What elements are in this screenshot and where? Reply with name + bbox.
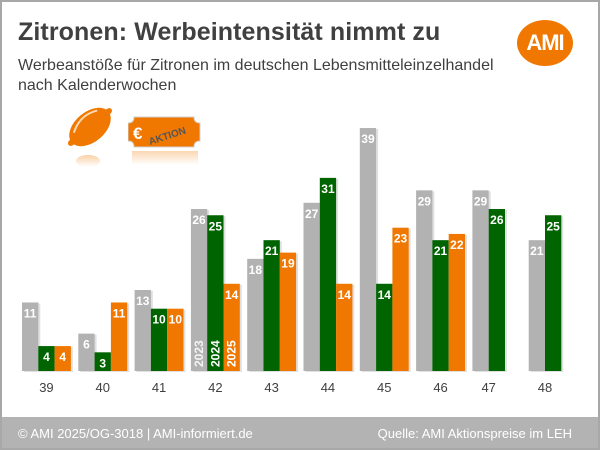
bar-2023-kw43 [247,258,264,371]
bar-2025-kw41 [167,308,184,371]
value-label: 6 [83,338,90,352]
bar-2023-kw42 [190,209,208,371]
bar-2023-kw44 [303,202,320,371]
value-label: 11 [113,306,126,320]
tag-currency: € [133,124,143,143]
value-label: 3 [99,356,106,370]
price-tag-icon: € AKTION [128,116,201,165]
bar-2025-kw45 [392,227,409,371]
bar-2025-kw39 [54,346,71,371]
value-label: 21 [530,244,544,258]
value-label: 27 [305,207,319,221]
bar-2025-kw46 [448,233,465,371]
bar-2025-kw44 [336,283,353,371]
value-label: 26 [490,213,504,227]
value-label: 18 [249,263,263,277]
bar-2023-kw45 [359,128,377,371]
bar-2024-kw48 [545,215,562,371]
bar-2024-kw41 [150,308,168,371]
value-label: 14 [378,288,392,302]
bar-2024-kw46 [432,240,449,371]
bar-2023-kw47 [472,190,489,371]
value-label: 29 [418,194,432,208]
bar-2024-kw43 [263,240,280,371]
bar-2023-kw40 [78,333,95,371]
x-tick-label: 46 [433,380,447,395]
bar-2024-kw39 [38,346,55,371]
bar-2025-kw42 [223,283,240,371]
ami-logo: AMI [517,20,573,66]
bar-2025-kw40 [110,302,128,371]
legend-label-2024: 2024 [208,340,222,367]
page-title: Zitronen: Werbeintensität nimmt zu [18,18,441,46]
value-label: 26 [192,213,206,227]
x-tick-label: 40 [96,380,110,395]
bar-2023-kw46 [416,190,433,371]
bar-2024-kw47 [488,209,505,371]
value-label: 14 [225,288,239,302]
value-label: 29 [474,194,488,208]
value-label: 39 [361,132,375,146]
footer-bar: © AMI 2025/OG-3018 | AMI-informiert.de Q… [2,417,598,448]
value-label: 13 [136,294,150,308]
x-tick-label: 39 [39,380,53,395]
x-tick-label: 45 [377,380,391,395]
x-tick-label: 41 [152,380,166,395]
bar-2024-kw40 [94,352,111,371]
value-label: 21 [265,244,279,258]
page-subtitle: Werbeanstöße für Zitronen im deutschen L… [18,57,494,94]
footer-source: Quelle: AMI Aktionspreise im LEH [377,426,572,441]
value-label: 21 [434,244,448,258]
value-label: 14 [338,288,352,302]
bar-2023-kw39 [22,302,39,371]
legend-label-2025: 2025 [225,340,239,367]
value-label: 19 [281,257,295,271]
x-tick-label: 47 [481,380,495,395]
value-label: 23 [394,232,408,246]
value-label: 31 [321,182,335,196]
lemon-icon [67,107,113,167]
value-label: 4 [43,350,50,364]
bar-2025-kw43 [279,252,297,371]
value-label: 22 [450,238,464,252]
value-label: 25 [546,219,560,233]
bar-2023-kw48 [528,240,545,371]
footer-copyright: © AMI 2025/OG-3018 | AMI-informiert.de [18,426,253,441]
value-label: 10 [152,313,166,327]
value-label: 25 [209,219,223,233]
x-tick-label: 43 [264,380,278,395]
x-tick-label: 42 [208,380,222,395]
x-tick-label: 44 [321,380,335,395]
legend-label-2023: 2023 [192,340,206,367]
bar-2023-kw41 [134,290,151,371]
bar-2024-kw44 [319,177,337,371]
value-label: 10 [169,313,183,327]
value-label: 11 [24,306,37,320]
value-label: 4 [59,350,66,364]
bar-2024-kw42 [207,215,224,371]
x-tick-label: 48 [538,380,552,395]
bar-2024-kw45 [376,283,393,371]
